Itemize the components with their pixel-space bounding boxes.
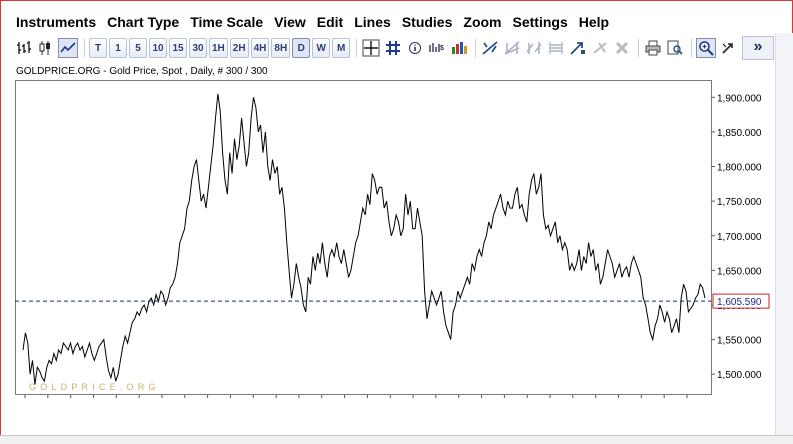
grid-icon[interactable] <box>383 38 403 58</box>
fan-lines-icon[interactable] <box>502 38 522 58</box>
crosshair-icon[interactable] <box>361 38 381 58</box>
delete-all-icon[interactable] <box>612 38 632 58</box>
arrow-annotation-icon[interactable] <box>568 38 588 58</box>
timeframe-5-button[interactable]: 5 <box>129 38 147 58</box>
timeframe-8h-button[interactable]: 8H <box>271 38 291 58</box>
current-price-label: 1,605.590 <box>717 297 762 308</box>
y-tick-label: 1,750.000 <box>717 197 762 208</box>
fibonacci-icon[interactable] <box>546 38 566 58</box>
price-chart[interactable]: 1,900.000 1,850.000 1,800.000 1,750.000 1,70… <box>15 80 774 428</box>
menu-bar: Instruments Chart Type Time Scale View E… <box>10 6 614 30</box>
y-tick-label: 1,500.000 <box>717 370 762 381</box>
current-price-marker: 1,605.590 <box>15 293 770 309</box>
right-edge-scroll[interactable] <box>775 33 793 443</box>
timeframe-4h-button[interactable]: 4H <box>250 38 270 58</box>
pointer-icon[interactable] <box>718 38 738 58</box>
menu-lines[interactable]: Lines <box>354 14 391 30</box>
line-chart-icon[interactable] <box>58 38 78 58</box>
toolbar-separator <box>691 39 693 57</box>
timeframe-15-button[interactable]: 15 <box>169 38 187 58</box>
timeframe-1h-button[interactable]: 1H <box>209 38 228 58</box>
timeframe-weekly-button[interactable]: W <box>312 38 331 58</box>
watermark: GOLDPRICE.ORG <box>29 382 160 392</box>
current-price-box <box>712 293 770 309</box>
channel-lines-icon[interactable] <box>524 38 544 58</box>
menu-zoom[interactable]: Zoom <box>463 14 502 30</box>
toolbar-more-button[interactable]: » <box>742 36 774 60</box>
timeframe-10-button[interactable]: 10 <box>149 38 167 58</box>
menu-view[interactable]: View <box>274 14 306 30</box>
timeframe-tick-button[interactable]: T <box>89 38 107 58</box>
menu-edit[interactable]: Edit <box>316 14 344 30</box>
y-tick-label: 1,900.000 <box>717 93 762 104</box>
menu-help[interactable]: Help <box>578 14 610 30</box>
zoom-icon[interactable] <box>696 38 717 58</box>
price-series <box>22 93 706 385</box>
print-icon[interactable] <box>643 38 663 58</box>
price-chart-svg: 1,900.000 1,850.000 1,800.000 1,750.000 1,70… <box>15 80 770 428</box>
menu-chart-type[interactable]: Chart Type <box>107 14 180 30</box>
timeframe-monthly-button[interactable]: M <box>332 38 351 58</box>
toolbar-separator <box>356 39 358 57</box>
trendline-icon[interactable] <box>480 38 500 58</box>
toolbar-separator <box>475 39 477 57</box>
x-axis: 0216301327112508220519031731142812260923… <box>19 395 703 428</box>
chart-title: GOLDPRICE.ORG - Gold Price, Spot , Daily… <box>16 66 268 77</box>
y-tick-label: 1,650.000 <box>717 266 762 277</box>
info-icon[interactable] <box>405 38 425 58</box>
menu-settings[interactable]: Settings <box>512 14 568 30</box>
toolbar-separator <box>84 39 85 57</box>
y-tick-label: 1,550.000 <box>717 336 762 347</box>
plot-frame <box>15 80 712 395</box>
price-line <box>22 93 706 385</box>
timeframe-1-button[interactable]: 1 <box>109 38 127 58</box>
timeframe-daily-button[interactable]: D <box>292 38 311 58</box>
timeframe-30-button[interactable]: 30 <box>189 38 207 58</box>
delete-line-icon[interactable] <box>590 38 610 58</box>
ohlc-bars-icon[interactable] <box>14 38 34 58</box>
y-axis: 1,900.000 1,850.000 1,800.000 1,750.000 1,70… <box>711 93 762 381</box>
toolbar: T 1 5 10 15 30 1H 2H 4H 8H D W M $ <box>14 36 774 60</box>
print-preview-icon[interactable] <box>665 38 685 58</box>
candlestick-icon[interactable] <box>36 38 56 58</box>
timeframe-2h-button[interactable]: 2H <box>229 38 249 58</box>
studies-icon[interactable] <box>449 38 469 58</box>
toolbar-separator <box>638 39 640 57</box>
menu-instruments[interactable]: Instruments <box>16 14 97 30</box>
data-window-icon[interactable]: $ <box>427 38 447 58</box>
y-tick-label: 1,850.000 <box>717 128 762 139</box>
menu-studies[interactable]: Studies <box>401 14 453 30</box>
svg-text:$: $ <box>440 45 444 52</box>
y-tick-label: 1,700.000 <box>717 232 762 243</box>
bottom-status-bar <box>0 435 793 444</box>
y-tick-label: 1,800.000 <box>717 163 762 174</box>
menu-time-scale[interactable]: Time Scale <box>190 14 264 30</box>
